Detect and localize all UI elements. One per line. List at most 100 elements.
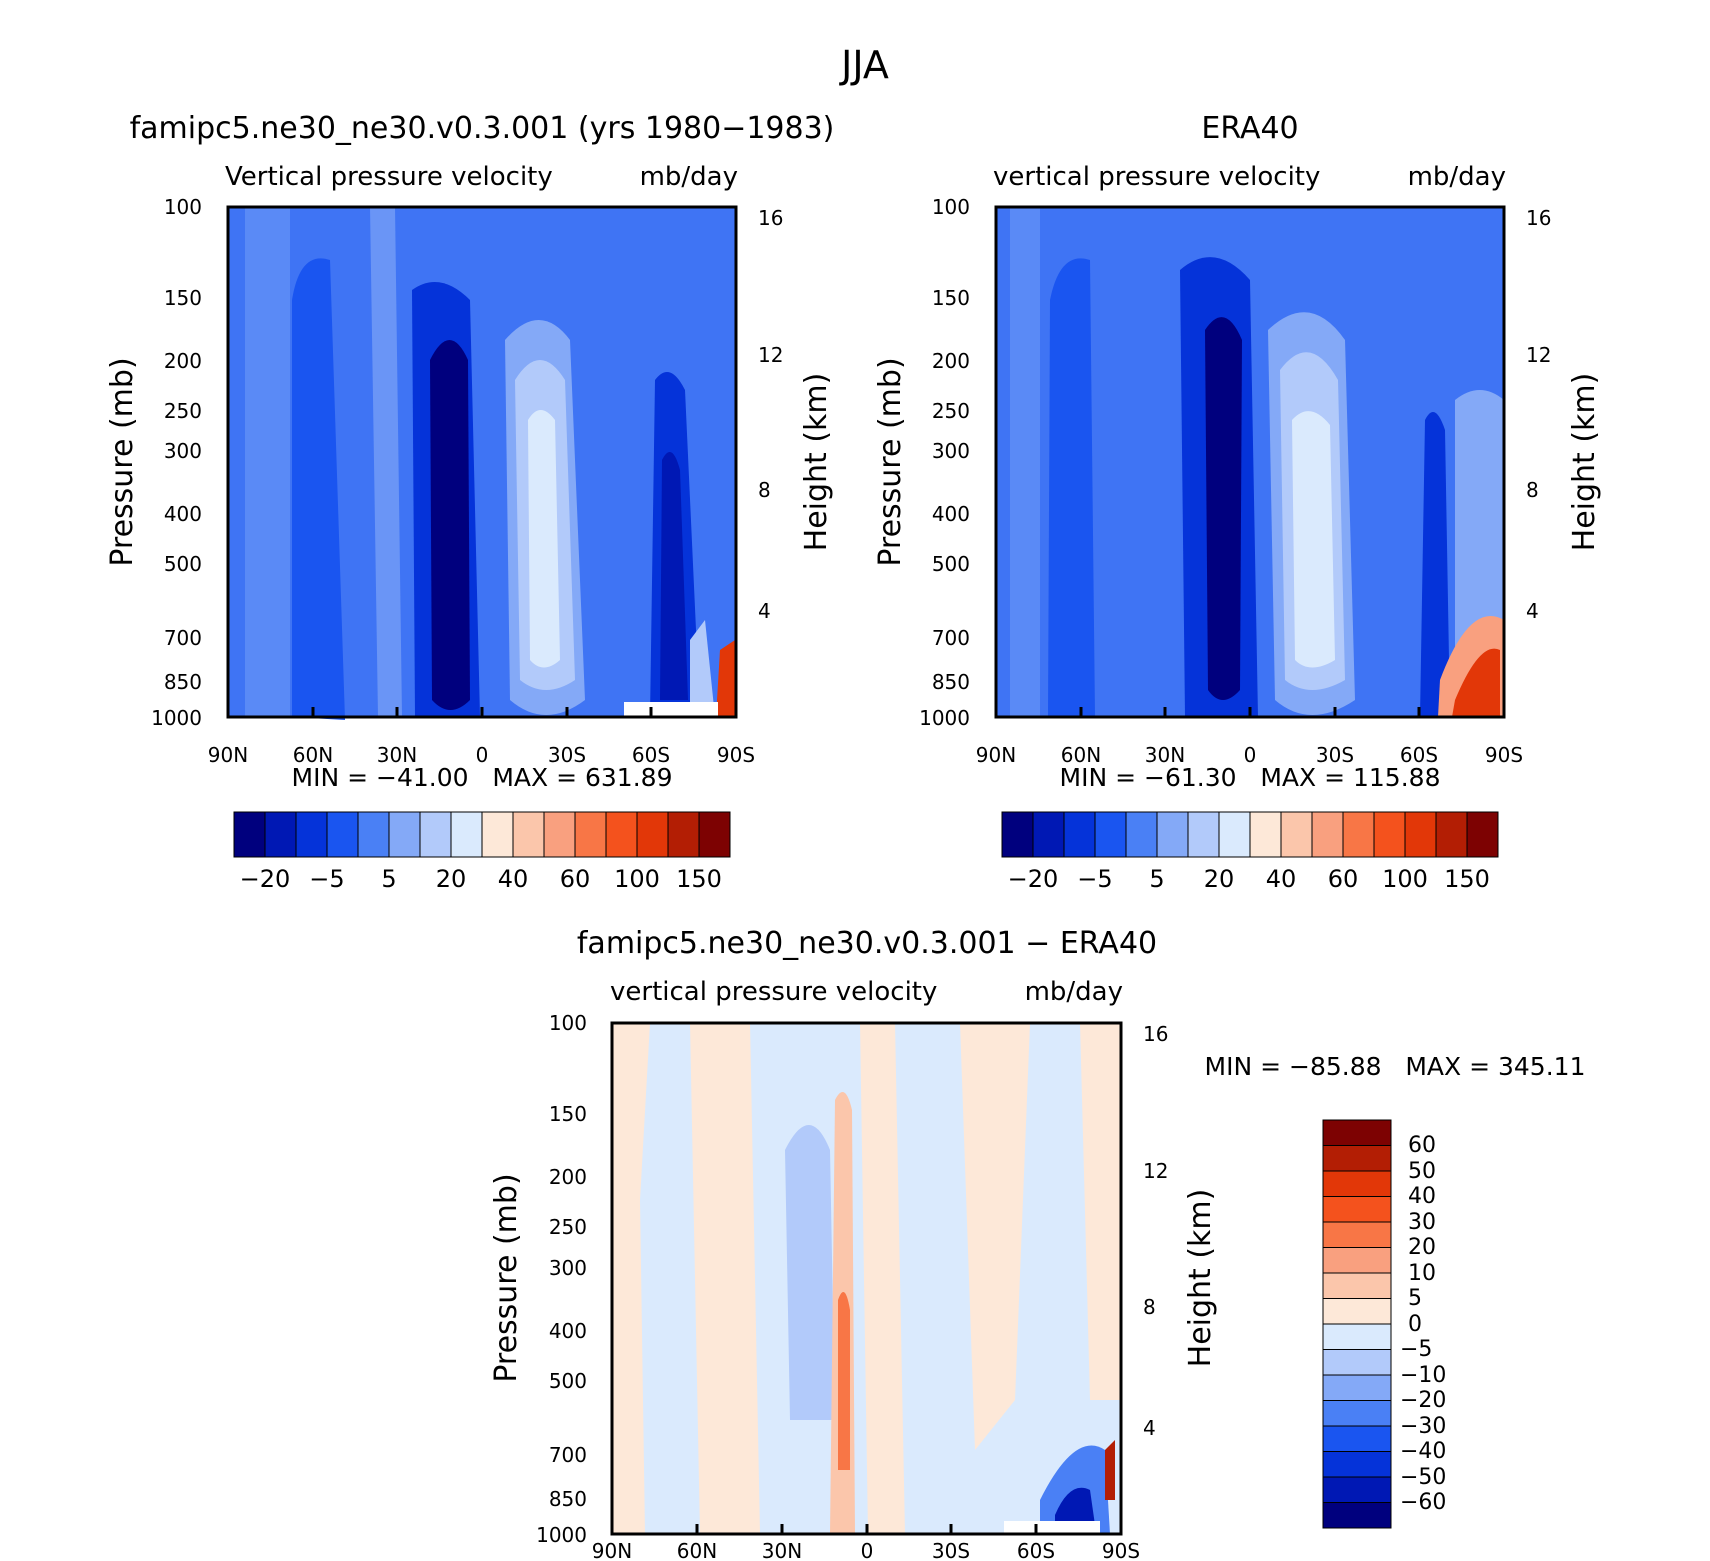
x-tick-label: 90N	[976, 743, 1016, 767]
panel-model-band-40n	[292, 258, 345, 720]
panel-era40-band-70s-red-core	[1452, 648, 1500, 717]
colorbar-label: 40	[1266, 865, 1297, 893]
y-right-tick-label: 4	[758, 599, 771, 623]
colorbar-swatch	[1311, 811, 1344, 858]
panel-difference-ylabel-right: Height (km)	[1183, 1189, 1218, 1368]
panel-model-band-60s-core	[660, 452, 688, 700]
y-tick-label: 200	[932, 349, 970, 373]
colorbar-label: −20	[1400, 1388, 1446, 1413]
colorbar-label: 150	[1444, 865, 1490, 893]
panel-era40-y-tick-labels: 100 150 200 250 300 400 500 700 850 1000	[919, 195, 970, 730]
panel-model-missing-region	[624, 702, 718, 716]
y-tick-label: 300	[549, 1256, 587, 1280]
x-tick-label: 60N	[293, 743, 333, 767]
x-tick-label: 0	[861, 1539, 874, 1561]
colorbar-label: −50	[1400, 1465, 1446, 1490]
colorbar-swatch	[481, 811, 514, 858]
colorbar-swatch	[1249, 811, 1282, 858]
panel-model-subtitle-left: Vertical pressure velocity	[225, 162, 553, 192]
colorbar-swatch	[1322, 1502, 1392, 1529]
panel-era40-y-right-tick-labels: 16 12 8 4	[1526, 206, 1551, 623]
colorbar-label: −5	[1077, 865, 1112, 893]
y-tick-label: 300	[164, 439, 202, 463]
panel-difference-band-20n-neg	[785, 1125, 835, 1420]
panel-difference-stats: MIN = −85.88 MAX = 345.11	[1205, 1052, 1586, 1081]
panel-era40-ylabel: Pressure (mb)	[873, 357, 908, 566]
y-tick-label: 400	[932, 502, 970, 526]
colorbar-label: 40	[1408, 1184, 1436, 1209]
x-tick-label: 90S	[1485, 743, 1523, 767]
y-right-tick-label: 4	[1526, 599, 1539, 623]
colorbar-label: 100	[1382, 865, 1428, 893]
colorbar-swatch	[1322, 1119, 1392, 1146]
colorbar-label: 150	[676, 865, 722, 893]
panel-difference-band-40s-pos	[960, 1023, 1030, 1450]
colorbar-label: −30	[1400, 1414, 1446, 1439]
y-right-tick-label: 12	[1526, 343, 1551, 367]
panel-model-plot	[226, 205, 738, 720]
y-right-tick-label: 4	[1143, 1416, 1156, 1440]
panel-model-title: famipc5.ne30_ne30.v0.3.001 (yrs 1980−198…	[130, 111, 835, 146]
panel-era40-colorbar: −20 −5 5 20 40 60 100 150	[1001, 811, 1499, 893]
y-tick-label: 300	[932, 439, 970, 463]
x-tick-label: 60S	[1400, 743, 1438, 767]
y-tick-label: 1000	[536, 1523, 587, 1547]
panel-model-colorbar-labels: −20 −5 5 20 40 60 100 150	[240, 865, 722, 893]
colorbar-label: 100	[614, 865, 660, 893]
y-tick-label: 200	[164, 349, 202, 373]
panel-era40-plot	[994, 205, 1506, 719]
x-tick-label: 30S	[932, 1539, 970, 1561]
panel-difference-y-tick-labels: 100 150 200 250 300 400 500 700 850 1000	[536, 1011, 587, 1547]
y-tick-label: 250	[932, 399, 970, 423]
panel-era40-band-80n	[1010, 207, 1040, 717]
colorbar-label: 20	[1408, 1235, 1436, 1260]
colorbar-swatch	[1001, 811, 1034, 858]
colorbar-swatch	[1125, 811, 1158, 858]
panel-era40-colorbar-swatches	[1001, 811, 1499, 858]
panel-model-y-tick-labels: 100 150 200 250 300 400 500 700 850 1000	[151, 195, 202, 730]
colorbar-swatch	[1094, 811, 1127, 858]
colorbar-label: 50	[1408, 1159, 1436, 1184]
figure-title: JJA	[839, 43, 889, 87]
panel-model-stats: MIN = −41.00 MAX = 631.89	[292, 763, 673, 792]
colorbar-label: −20	[240, 865, 291, 893]
colorbar-swatch	[1322, 1451, 1392, 1478]
panel-model-ylabel: Pressure (mb)	[105, 357, 140, 566]
panel-model-band-60n	[245, 207, 290, 717]
panel-era40-band-60n	[1048, 258, 1095, 717]
x-tick-label: 0	[476, 743, 489, 767]
panel-era40-subtitle-right: mb/day	[1408, 162, 1506, 192]
panel-difference-band-80n-pos	[612, 1023, 650, 1534]
colorbar-label: 10	[1408, 1261, 1436, 1286]
colorbar-swatch	[1156, 811, 1189, 858]
colorbar-swatch	[543, 811, 576, 858]
colorbar-swatch	[1322, 1298, 1392, 1325]
y-tick-label: 700	[932, 626, 970, 650]
colorbar-swatch	[698, 811, 731, 858]
x-tick-label: 60N	[677, 1539, 717, 1561]
y-tick-label: 150	[164, 286, 202, 310]
colorbar-swatch	[326, 811, 359, 858]
x-tick-label: 30N	[762, 1539, 802, 1561]
panel-difference-x-ticks	[610, 1524, 1123, 1534]
panel-difference-plot	[610, 1021, 1123, 1536]
colorbar-swatch	[1322, 1247, 1392, 1274]
colorbar-swatch	[1322, 1349, 1392, 1376]
colorbar-swatch	[1322, 1145, 1392, 1172]
panel-era40-band-20s-core	[1292, 411, 1335, 668]
panel-model-band-80s-red	[716, 640, 736, 717]
panel-model-colorbar: −20 −5 5 20 40 60 100 150	[233, 811, 731, 893]
colorbar-swatch	[1063, 811, 1096, 858]
colorbar-swatch	[1342, 811, 1375, 858]
colorbar-swatch	[357, 811, 390, 858]
panel-difference-x-tick-labels: 90N 60N 30N 0 30S 60S 90S	[592, 1539, 1140, 1561]
colorbar-swatch	[1435, 811, 1468, 858]
x-tick-label: 60S	[632, 743, 670, 767]
y-tick-label: 700	[164, 626, 202, 650]
y-tick-label: 250	[549, 1215, 587, 1239]
panel-model: famipc5.ne30_ne30.v0.3.001 (yrs 1980−198…	[105, 111, 834, 893]
x-tick-label: 90S	[1102, 1539, 1140, 1561]
colorbar-swatch	[1322, 1425, 1392, 1452]
colorbar-swatch	[1404, 811, 1437, 858]
